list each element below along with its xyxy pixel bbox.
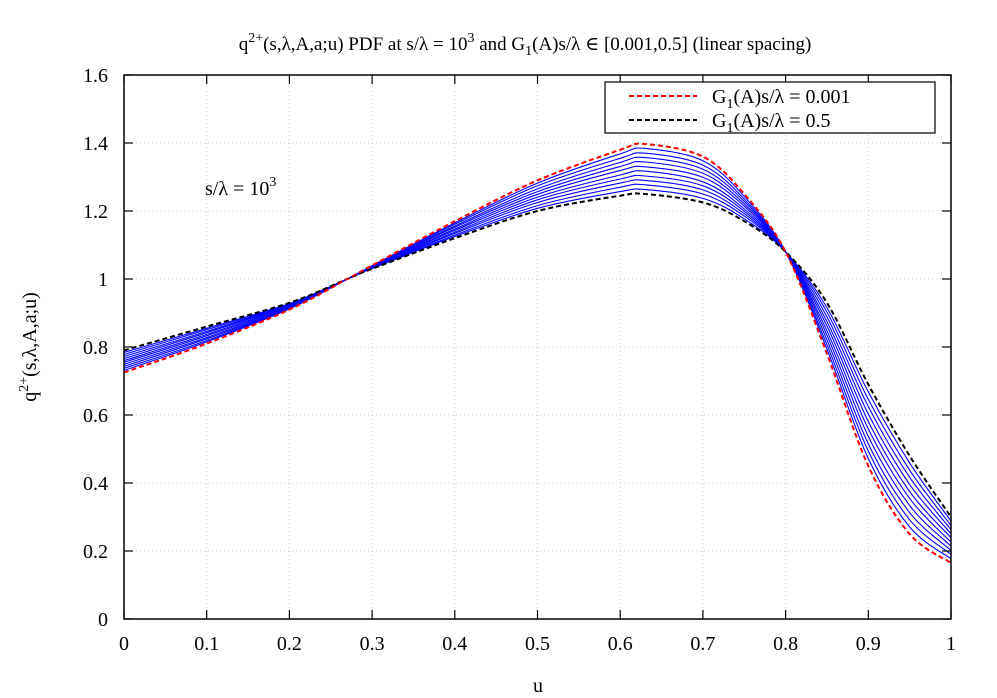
- legend-label-1: G1(A)s/λ = 0.5: [712, 110, 831, 136]
- x-tick-label: 0.6: [608, 633, 633, 655]
- y-tick-label: 0.2: [83, 541, 108, 563]
- x-tick-label: 0.9: [856, 633, 881, 655]
- x-tick-label: 0.4: [442, 633, 467, 655]
- annotation: s/λ = 103: [205, 175, 276, 200]
- axis-ticks: 0 0.1 0.2 0.3 0.4 0.5 0.6 0.7 0.8 0.9 1 0 0.2 0.4 0.6 0…: [83, 65, 956, 655]
- y-tick-label: 0.4: [83, 473, 108, 495]
- x-tick-label: 0: [119, 633, 129, 655]
- curves: [123, 142, 952, 564]
- series-line-1: [123, 192, 952, 518]
- x-tick-label: 0.2: [277, 633, 302, 655]
- legend-label-0: G1(A)s/λ = 0.001: [712, 86, 851, 112]
- y-tick-label: 0: [98, 609, 108, 631]
- x-tick-label: 0.1: [194, 633, 219, 655]
- y-tick-label: 1: [98, 269, 108, 291]
- x-tick-label: 0.8: [773, 633, 798, 655]
- x-axis-label: u: [533, 675, 543, 697]
- y-tick-label: 1.2: [83, 201, 108, 223]
- grid: [123, 74, 952, 620]
- y-tick-label: 1.4: [83, 133, 108, 155]
- y-tick-label: 0.6: [83, 405, 108, 427]
- legend: G1(A)s/λ = 0.001 G1(A)s/λ = 0.5: [604, 81, 936, 136]
- y-axis-label: q2+(s,λ,A,a;u): [17, 292, 41, 402]
- x-tick-label: 0.3: [360, 633, 385, 655]
- y-tick-label: 1.6: [83, 65, 108, 87]
- series-line-0: [123, 142, 952, 564]
- chart-title: q2+(s,λ,A,a;u) PDF at s/λ = 103 and G1(A…: [239, 31, 812, 59]
- y-tick-label: 0.8: [83, 337, 108, 359]
- x-tick-label: 1: [946, 633, 956, 655]
- x-tick-label: 0.7: [690, 633, 715, 655]
- legend-box: [604, 81, 936, 134]
- x-tick-label: 0.5: [525, 633, 550, 655]
